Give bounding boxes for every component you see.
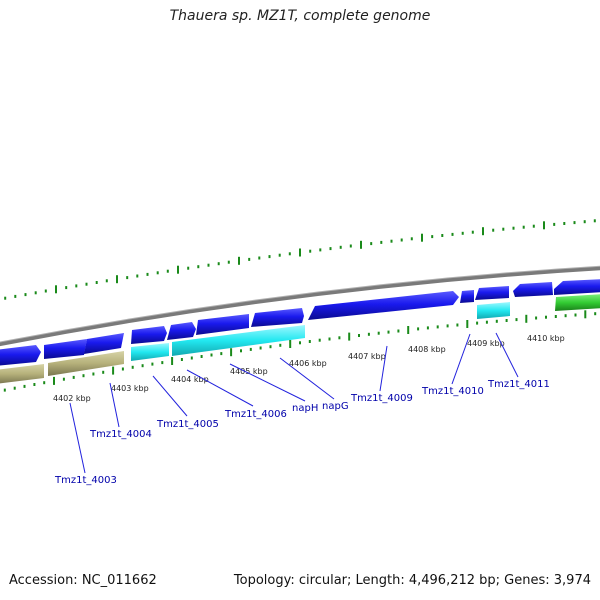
gene-label[interactable]: Tmz1t_4004 bbox=[89, 429, 152, 440]
gene-block[interactable] bbox=[172, 325, 305, 356]
leader-line bbox=[109, 382, 120, 428]
kbp-label: 4407 kbp bbox=[348, 352, 386, 361]
gene-block[interactable] bbox=[477, 302, 510, 319]
gene-block[interactable] bbox=[555, 294, 600, 311]
genome-summary-text: Topology: circular; Length: 4,496,212 bp… bbox=[233, 573, 591, 588]
gene-label[interactable]: Tmz1t_4005 bbox=[156, 419, 219, 430]
gene-arrow[interactable] bbox=[167, 322, 196, 340]
kbp-label: 4406 kbp bbox=[289, 359, 327, 368]
kbp-label: 4408 kbp bbox=[408, 345, 446, 354]
kbp-label: 4409 kbp bbox=[467, 339, 505, 348]
kbp-label: 4405 kbp bbox=[230, 367, 268, 376]
gene-labels: Tmz1t_4003 Tmz1t_4004 Tmz1t_4005 Tmz1t_4… bbox=[54, 379, 550, 486]
gene-arrow[interactable] bbox=[251, 308, 304, 327]
kbp-label: 4410 kbp bbox=[527, 334, 565, 343]
accession-text: Accession: NC_011662 bbox=[9, 573, 157, 588]
gene-arrow[interactable] bbox=[308, 291, 459, 320]
gene-arrow[interactable] bbox=[513, 282, 553, 297]
kbp-label: 4403 kbp bbox=[111, 384, 149, 393]
gene-arrow[interactable] bbox=[44, 339, 87, 359]
leader-line bbox=[495, 332, 519, 378]
leader-line bbox=[152, 375, 188, 417]
leader-line bbox=[229, 363, 306, 402]
reverse-strand-genes bbox=[0, 294, 600, 384]
kbp-scale: 4402 kbp 4403 kbp 4404 kbp 4405 kbp 4406… bbox=[53, 334, 565, 403]
gene-label[interactable]: Tmz1t_4003 bbox=[54, 475, 117, 486]
gene-arrow[interactable] bbox=[131, 326, 167, 344]
genome-backbone-highlight bbox=[0, 265, 600, 343]
gene-arrow[interactable] bbox=[84, 333, 124, 354]
map-title: Thauera sp. MZ1T, complete genome bbox=[169, 8, 431, 24]
gene-block[interactable] bbox=[0, 364, 44, 384]
gene-arrow[interactable] bbox=[0, 345, 41, 366]
gene-label[interactable]: Tmz1t_4011 bbox=[487, 379, 550, 390]
inner-tick-track bbox=[3, 310, 597, 392]
gene-block[interactable] bbox=[48, 351, 124, 376]
gene-label[interactable]: napH bbox=[292, 403, 318, 414]
gene-label[interactable]: napG bbox=[322, 401, 349, 412]
forward-strand-genes bbox=[0, 279, 600, 366]
gene-arrow[interactable] bbox=[475, 286, 509, 300]
gene-arrow[interactable] bbox=[554, 279, 600, 295]
leader-line bbox=[69, 402, 86, 474]
leader-line bbox=[451, 333, 471, 385]
outer-tick-track bbox=[4, 219, 596, 300]
genome-backbone bbox=[0, 266, 600, 347]
gene-arrow[interactable] bbox=[196, 314, 249, 335]
kbp-label: 4404 kbp bbox=[171, 375, 209, 384]
kbp-label: 4402 kbp bbox=[53, 394, 91, 403]
label-leaders bbox=[69, 332, 519, 474]
gene-block[interactable] bbox=[131, 343, 169, 361]
gene-label[interactable]: Tmz1t_4006 bbox=[224, 409, 287, 420]
gene-arrow[interactable] bbox=[460, 290, 474, 303]
leader-line bbox=[279, 357, 335, 400]
gene-label[interactable]: Tmz1t_4009 bbox=[350, 393, 413, 404]
leader-line bbox=[186, 369, 254, 407]
leader-line bbox=[379, 345, 388, 392]
gene-label[interactable]: Tmz1t_4010 bbox=[421, 386, 484, 397]
